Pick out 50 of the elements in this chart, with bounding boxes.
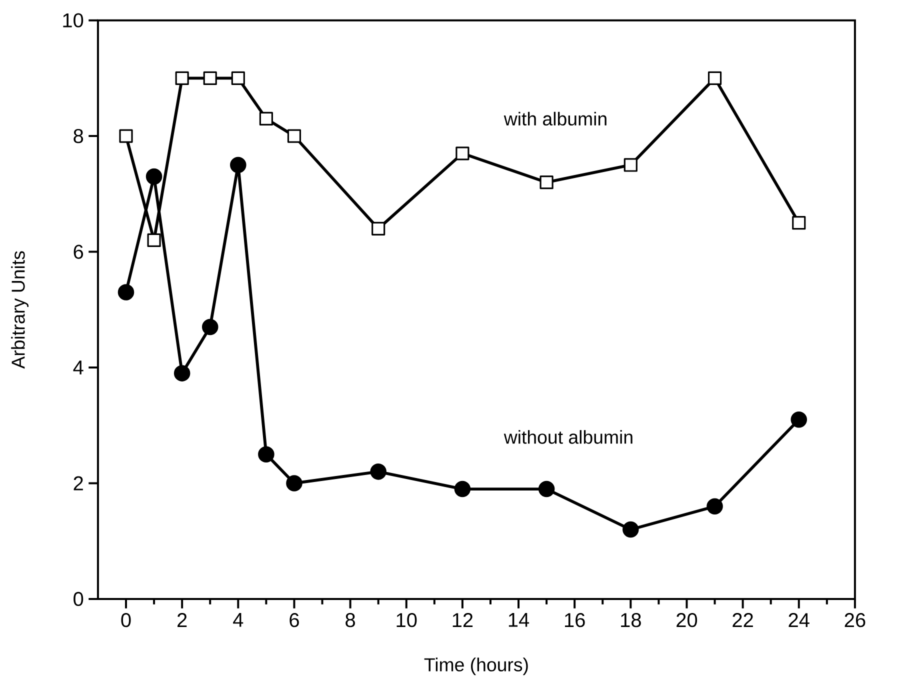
y-axis-title: Arbitrary Units: [11, 251, 29, 369]
x-tick-label: 16: [564, 613, 585, 628]
point: [175, 71, 189, 85]
point: [147, 233, 161, 248]
x-tick-label: 8: [346, 613, 355, 628]
point: [540, 176, 554, 190]
point: [231, 71, 245, 85]
y-tick-label: 4: [73, 360, 84, 374]
point: [203, 71, 217, 85]
y-tick-label: 2: [74, 476, 83, 490]
y-tick-label: 6: [74, 244, 84, 259]
x-tick-label: 2: [178, 613, 187, 627]
point: [454, 480, 471, 498]
point: [230, 156, 246, 174]
x-tick-label: 18: [621, 613, 641, 628]
point: [624, 158, 638, 172]
point: [118, 284, 134, 300]
x-tick-label: 14: [508, 613, 530, 627]
text: without albumin: [504, 430, 632, 444]
point: [286, 475, 302, 492]
y-tick-label: 10: [63, 13, 84, 28]
point: [119, 129, 133, 143]
point: [622, 521, 639, 538]
point: [202, 318, 218, 336]
x-tick-label: 22: [732, 613, 753, 627]
x-tick-label: 12: [452, 613, 473, 627]
x-tick-label: 0: [121, 613, 131, 628]
x-tick-label: 24: [788, 613, 810, 627]
point: [259, 112, 273, 126]
x-axis-title: Time (hours): [424, 658, 528, 676]
point: [370, 464, 386, 480]
x-tick-label: 26: [844, 613, 866, 628]
point: [538, 480, 555, 498]
y-tick-label: 0: [74, 592, 84, 606]
text: with albumin: [504, 112, 606, 126]
x-tick-label: 6: [290, 613, 299, 628]
point: [708, 71, 722, 85]
y-tick-label: 8: [74, 128, 84, 144]
x-tick-label: 10: [396, 613, 417, 628]
point: [372, 222, 386, 236]
point: [146, 168, 162, 185]
point: [790, 411, 808, 428]
point: [792, 216, 806, 230]
point: [287, 129, 302, 143]
point: [258, 446, 274, 462]
x-tick-label: 4: [233, 613, 244, 627]
point: [706, 498, 723, 515]
x-tick-label: 20: [676, 613, 698, 628]
point: [174, 365, 190, 382]
point: [456, 146, 470, 160]
